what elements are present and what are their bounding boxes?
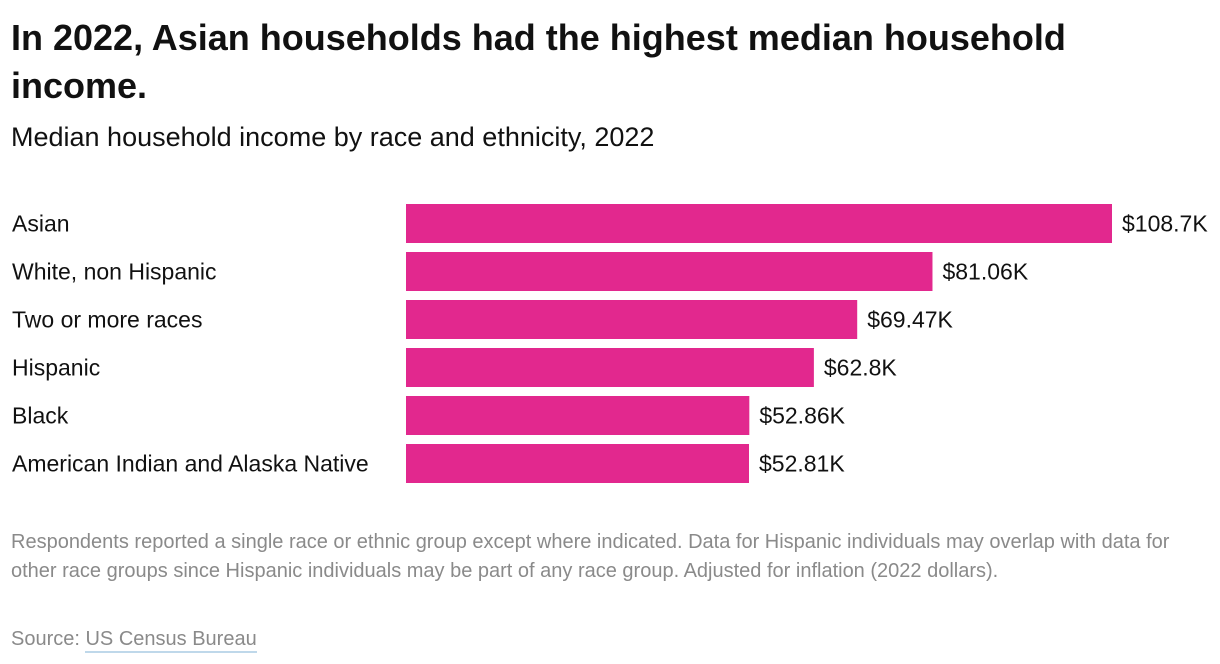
category-label: Black (12, 403, 69, 429)
chart-note: Respondents reported a single race or et… (11, 531, 1170, 582)
source-line: Source: US Census Bureau (11, 625, 257, 654)
category-label: Asian (12, 211, 70, 237)
source-prefix: Source: (11, 628, 86, 650)
source-link[interactable]: US Census Bureau (85, 628, 257, 653)
bar[interactable] (406, 396, 750, 435)
value-label: $81.06K (942, 259, 1028, 285)
bar[interactable] (406, 204, 1112, 243)
bar[interactable] (406, 444, 749, 483)
bar[interactable] (406, 300, 858, 339)
value-label: $108.7K (1122, 211, 1208, 237)
category-label: Two or more races (12, 307, 202, 333)
value-label: $52.86K (759, 403, 845, 429)
bar[interactable] (406, 348, 814, 387)
category-label: White, non Hispanic (12, 259, 217, 285)
bar-chart: Asian $108.7K White, non Hispanic $81.06K Tw… (12, 204, 1208, 483)
category-label: Hispanic (12, 355, 100, 381)
value-label: $69.47K (867, 307, 953, 333)
value-label: $62.8K (824, 355, 898, 381)
value-label: $52.81K (759, 451, 845, 477)
chart-subtitle: Median household income by race and ethn… (11, 122, 655, 152)
bar[interactable] (406, 252, 933, 291)
category-label: American Indian and Alaska Native (12, 451, 369, 477)
chart-title: In 2022, Asian households had the highes… (11, 17, 1066, 106)
